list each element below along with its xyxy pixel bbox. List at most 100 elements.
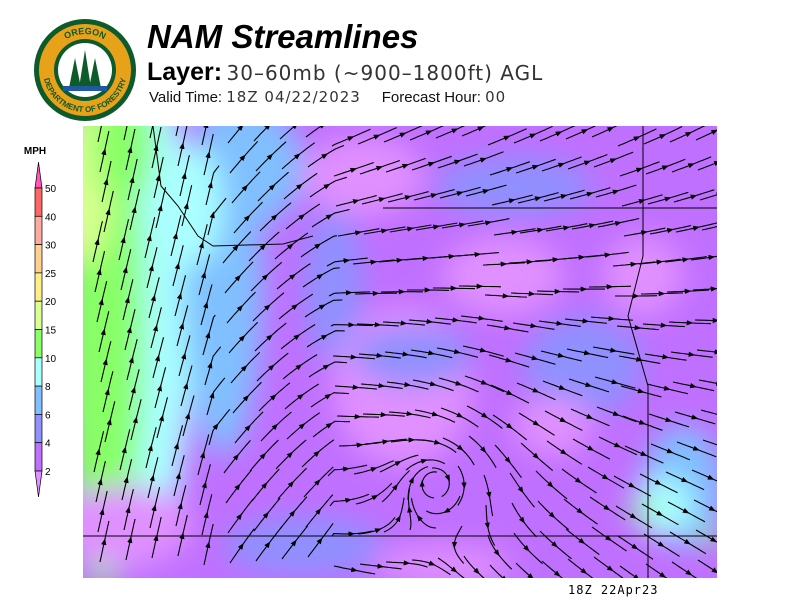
speed-region — [163, 146, 223, 266]
streamline — [101, 178, 109, 203]
streamline — [247, 201, 263, 218]
streamline — [278, 304, 299, 320]
streamline — [292, 496, 308, 514]
streamline — [295, 293, 314, 307]
streamline — [333, 565, 358, 573]
streamline — [483, 151, 504, 160]
streamline — [539, 530, 558, 548]
colorbar-bin — [34, 385, 43, 415]
streamline — [256, 364, 275, 382]
streamline — [668, 320, 694, 326]
streamline — [125, 536, 133, 561]
streamline — [541, 162, 566, 172]
streamline — [509, 161, 530, 170]
streamline — [638, 259, 664, 265]
streamline — [430, 254, 456, 260]
streamline — [505, 295, 527, 298]
colorbar-tick-label: 25 — [45, 269, 57, 280]
streamline — [607, 508, 626, 521]
streamline — [109, 401, 116, 422]
streamline — [227, 513, 243, 534]
streamline — [711, 255, 717, 258]
streamline — [693, 385, 715, 392]
streamline — [97, 220, 103, 242]
streamline — [354, 290, 380, 297]
streamline — [588, 384, 610, 393]
streamline — [663, 324, 685, 328]
streamline — [689, 573, 698, 578]
streamline — [271, 352, 289, 368]
streamline — [665, 158, 686, 168]
streamline — [591, 448, 611, 460]
streamline — [267, 527, 282, 545]
streamline — [456, 252, 482, 258]
streamline — [302, 273, 324, 288]
streamline — [587, 153, 608, 163]
streamline — [689, 322, 712, 325]
streamline — [207, 211, 215, 236]
streamline — [358, 228, 380, 233]
streamline — [99, 148, 107, 173]
streamline — [374, 460, 394, 470]
streamline — [157, 337, 165, 358]
streamline — [666, 288, 692, 294]
streamline — [307, 153, 329, 168]
streamline — [411, 559, 436, 566]
streamline — [97, 126, 102, 143]
streamline — [632, 485, 652, 497]
streamline — [463, 555, 480, 575]
streamline — [360, 382, 386, 389]
streamline — [146, 264, 154, 289]
streamline — [515, 164, 540, 174]
streamline — [572, 438, 595, 451]
streamline — [408, 191, 429, 198]
streamline — [545, 225, 570, 232]
streamline — [550, 485, 568, 500]
streamline — [615, 382, 636, 389]
streamline — [564, 318, 590, 324]
streamline — [95, 478, 103, 503]
streamline — [248, 411, 264, 428]
streamline — [594, 376, 619, 385]
streamline — [674, 411, 699, 420]
streamline — [161, 397, 169, 418]
streamline — [511, 502, 525, 524]
streamline — [483, 350, 504, 357]
streamline — [687, 542, 707, 555]
streamline — [441, 478, 450, 498]
streamline — [466, 405, 489, 419]
streamline — [236, 231, 252, 248]
streamline — [291, 467, 307, 484]
streamline — [589, 416, 610, 427]
streamline — [670, 451, 691, 461]
streamline — [586, 252, 612, 258]
streamline — [149, 504, 157, 529]
svg-text:OREGON: OREGON — [62, 26, 107, 41]
streamline — [174, 292, 182, 317]
streamline — [509, 426, 528, 441]
streamline — [290, 232, 309, 246]
streamline — [407, 488, 411, 510]
streamline — [175, 215, 182, 236]
streamline — [698, 379, 717, 386]
streamline — [243, 141, 259, 158]
streamline — [228, 335, 246, 354]
streamline — [93, 448, 101, 473]
streamline — [263, 231, 280, 247]
streamline — [176, 425, 184, 446]
streamline — [407, 384, 429, 390]
streamline — [357, 134, 381, 145]
streamline — [531, 293, 554, 296]
streamline — [647, 196, 672, 205]
streamline — [435, 128, 459, 139]
streamline — [199, 481, 207, 506]
streamline — [563, 498, 584, 514]
streamline — [156, 126, 162, 148]
layer-label: Layer: — [147, 58, 223, 86]
streamline — [185, 365, 193, 386]
streamline — [255, 541, 271, 562]
streamline — [686, 511, 706, 523]
streamline — [613, 475, 636, 488]
streamline — [177, 532, 185, 557]
streamline — [535, 358, 556, 365]
